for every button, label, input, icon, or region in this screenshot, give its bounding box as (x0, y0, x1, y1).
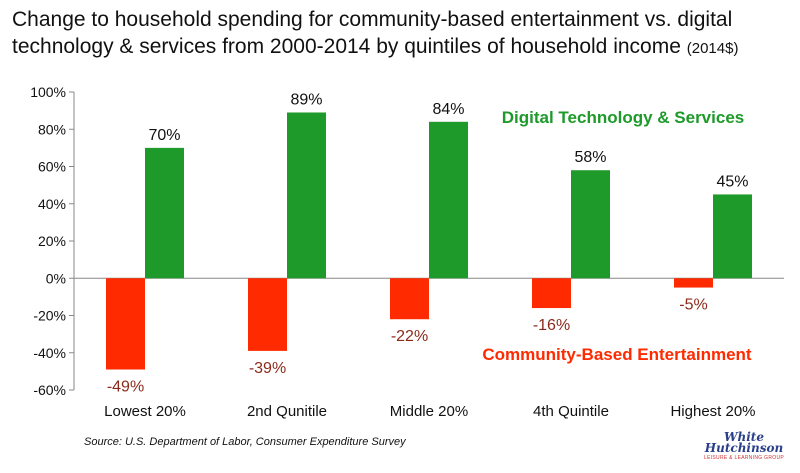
data-label-digital: 89% (290, 91, 322, 108)
bar-digital (429, 121, 468, 279)
logo-line1: White (724, 430, 764, 444)
chart-labels: Lowest 20% -49% 70% 2nd Qunitile -39% 89% Midd… (104, 91, 755, 420)
x-category-label: Middle 20% (390, 403, 468, 420)
bar-digital (571, 170, 610, 279)
bar-community (106, 278, 145, 370)
bar-community (532, 278, 571, 309)
chart-title-text: Change to household spending for communi… (12, 8, 733, 58)
series-label-digital: Digital Technology & Services (502, 108, 744, 127)
y-tick-label: -20% (33, 308, 66, 324)
data-label-community: -16% (533, 317, 570, 334)
logo-line2: Hutchinson (704, 441, 784, 455)
data-label-community: -22% (391, 328, 428, 345)
y-tick-label: 100% (30, 84, 66, 100)
x-category-label: 2nd Qunitile (247, 403, 327, 420)
y-tick-label: 20% (38, 233, 66, 249)
bar-digital (287, 112, 326, 279)
data-label-digital: 70% (148, 127, 180, 144)
bar-community (674, 278, 713, 288)
y-tick-label: 60% (38, 159, 66, 175)
chart-title-unit: (2014$) (686, 40, 739, 57)
data-label-digital: 45% (716, 173, 748, 190)
source-note: Source: U.S. Department of Labor, Consum… (84, 436, 406, 448)
y-tick-label: -60% (33, 382, 66, 398)
data-label-community: -39% (249, 360, 286, 377)
y-tick-label: 0% (46, 270, 66, 286)
company-logo: White Hutchinson LEISURE & LEARNING GROU… (704, 430, 784, 468)
data-label-digital: 58% (574, 149, 606, 166)
bar-digital (713, 194, 752, 279)
x-category-label: Highest 20% (670, 403, 755, 420)
data-label-community: -5% (679, 297, 707, 314)
series-label-community: Community-Based Entertainment (482, 345, 752, 364)
x-category-label: 4th Quintile (533, 403, 609, 420)
chart-title: Change to household spending for communi… (12, 6, 792, 62)
bar-digital (145, 147, 184, 279)
data-label-digital: 84% (432, 101, 464, 118)
x-category-label: Lowest 20% (104, 403, 186, 420)
chart-bars (106, 112, 752, 370)
logo-tagline: LEISURE & LEARNING GROUP (704, 455, 784, 461)
y-tick-label: -40% (33, 345, 66, 361)
y-tick-label: 80% (38, 121, 66, 137)
bar-community (248, 278, 287, 351)
bar-community (390, 278, 429, 320)
data-label-community: -49% (107, 379, 144, 396)
y-tick-label: 40% (38, 196, 66, 212)
